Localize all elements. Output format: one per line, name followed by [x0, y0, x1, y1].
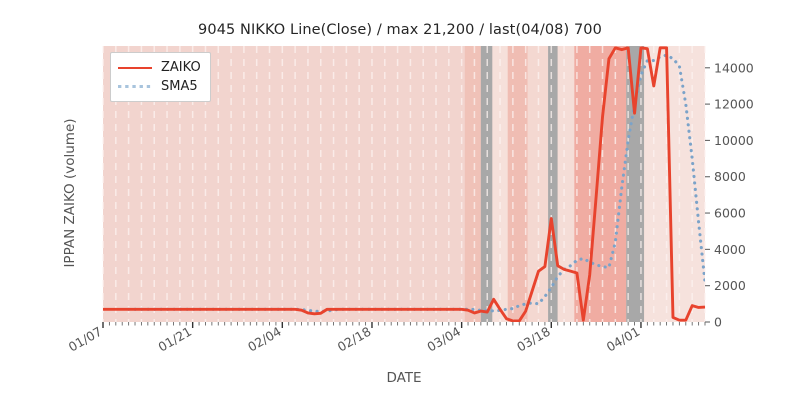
svg-text:03/18: 03/18	[514, 324, 553, 355]
chart-title: 9045 NIKKO Line(Close) / max 21,200 / la…	[198, 22, 602, 38]
svg-text:02/04: 02/04	[245, 324, 284, 355]
svg-text:10000: 10000	[714, 133, 754, 148]
legend-item-zaiko: ZAIKO	[118, 58, 201, 77]
svg-text:4000: 4000	[714, 242, 746, 257]
svg-text:6000: 6000	[714, 206, 746, 221]
svg-text:03/04: 03/04	[424, 324, 463, 355]
legend-item-sma5: SMA5	[118, 77, 201, 96]
svg-text:0: 0	[714, 315, 722, 330]
svg-text:04/01: 04/01	[604, 324, 643, 355]
x-axis-label: DATE	[386, 370, 422, 386]
x-axis-ticks: 01/07 01/21 02/04 02/18 03/04 03/18 04/01	[66, 322, 706, 355]
legend-label-sma5: SMA5	[161, 79, 198, 94]
y-axis-label: IPPAN ZAIKO (volume)	[62, 118, 78, 268]
svg-text:8000: 8000	[714, 169, 746, 184]
background-bands	[103, 46, 705, 322]
svg-text:2000: 2000	[714, 278, 746, 293]
y-axis-ticks: 0 2000 4000 6000 8000 10000 12000 14000	[705, 60, 754, 330]
svg-text:01/21: 01/21	[155, 324, 194, 355]
legend-swatch-solid-icon	[118, 62, 152, 74]
series-line-zaiko	[103, 46, 705, 322]
legend-label-zaiko: ZAIKO	[161, 60, 201, 75]
legend-swatch-dotted-icon	[118, 81, 152, 93]
svg-text:02/18: 02/18	[335, 324, 374, 355]
svg-text:14000: 14000	[714, 60, 754, 75]
chart-legend: ZAIKO SMA5	[110, 52, 211, 102]
svg-text:01/07: 01/07	[66, 324, 105, 355]
svg-text:12000: 12000	[714, 97, 754, 112]
